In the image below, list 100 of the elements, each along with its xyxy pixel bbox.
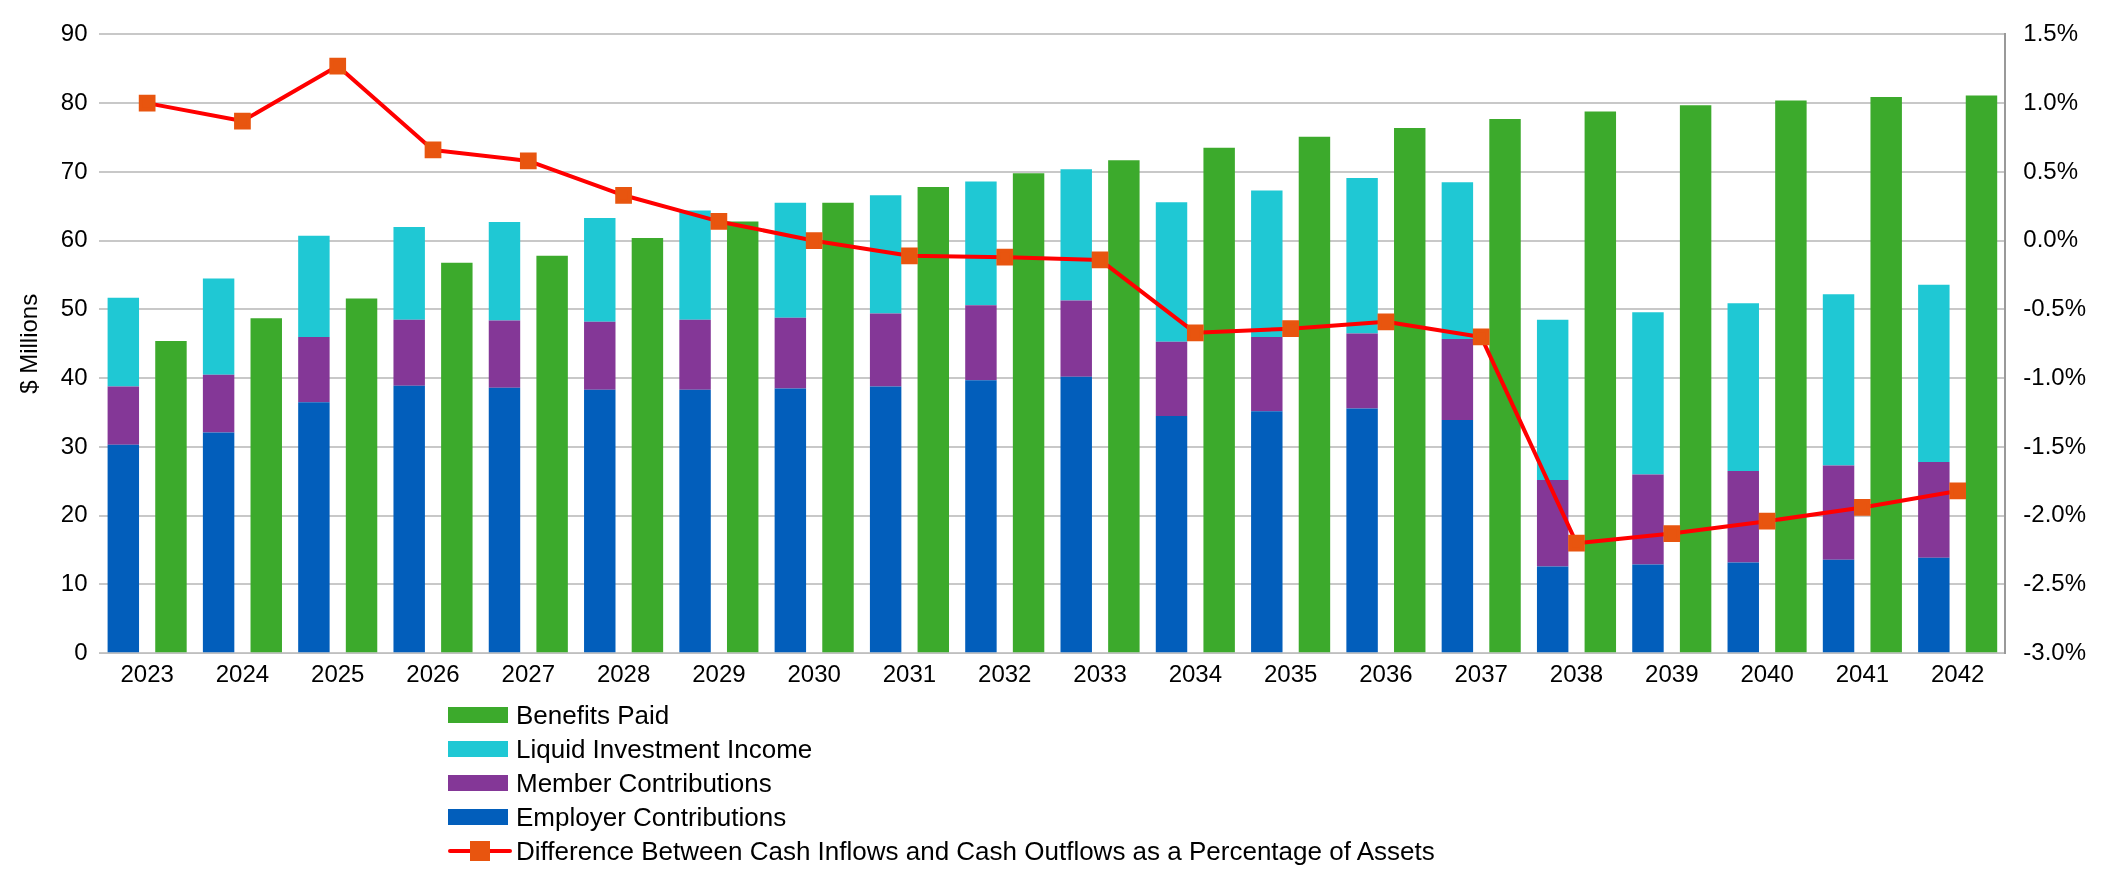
bar: [1441, 420, 1474, 653]
y2-tick-label: -0.5%: [2023, 294, 2087, 322]
x-tick-label: 2023: [120, 660, 174, 688]
bar: [1727, 562, 1759, 653]
bar: [1346, 333, 1378, 409]
bar: [393, 226, 425, 320]
y-tick-label: 70: [60, 156, 88, 184]
y2-tick-label: -3.0%: [2023, 637, 2087, 665]
y-tick-label: 60: [60, 225, 88, 253]
x-tick-label: 2035: [1263, 660, 1318, 688]
bar: [1155, 202, 1188, 342]
bar: [1346, 408, 1378, 653]
bar: [1251, 411, 1283, 653]
bar: [1489, 118, 1521, 653]
x-tick-label: 2028: [596, 660, 651, 688]
bar: [1918, 462, 1950, 558]
bar: [1822, 559, 1855, 653]
bar: [107, 444, 140, 653]
bar: [774, 202, 807, 318]
bar: [488, 387, 521, 653]
bar: [965, 380, 997, 653]
bar: [488, 320, 521, 388]
bar: [1727, 471, 1759, 563]
bar: [1536, 479, 1569, 567]
x-tick-label: 2036: [1359, 660, 1413, 688]
y-tick-label: 90: [60, 19, 88, 47]
x-tick-label: 2034: [1168, 660, 1223, 688]
y2-tick-label: 1.0%: [2023, 87, 2079, 115]
y2-tick-label: -2.5%: [2023, 569, 2087, 597]
y2-tick-label: -1.5%: [2023, 431, 2087, 459]
y2-tick-label: 1.5%: [2023, 19, 2079, 47]
legend-label: Benefits Paid: [516, 699, 670, 732]
bar: [393, 385, 425, 653]
bar: [155, 341, 187, 653]
bar: [1251, 336, 1283, 412]
x-tick-label: 2042: [1930, 660, 1985, 688]
bar: [1536, 319, 1569, 480]
bar: [298, 402, 330, 653]
bar: [774, 388, 807, 653]
bar: [1632, 564, 1664, 653]
bar: [679, 210, 711, 320]
x-tick-label: 2027: [501, 660, 555, 688]
bar: [822, 202, 854, 653]
y-tick-label: 80: [60, 87, 88, 115]
bar: [345, 298, 378, 653]
bar: [965, 305, 997, 381]
bar: [441, 262, 473, 653]
bar: [726, 221, 759, 653]
bar: [679, 319, 711, 390]
bar: [1918, 284, 1950, 463]
bar: [1822, 465, 1855, 560]
bar: [107, 386, 140, 445]
bar: [298, 336, 330, 403]
x-tick-label: 2038: [1549, 660, 1604, 688]
bar: [584, 321, 616, 390]
bar: [965, 181, 997, 306]
bar: [1012, 173, 1045, 653]
x-tick-label: 2026: [406, 660, 460, 688]
bar: [1584, 111, 1617, 653]
legend-label: Liquid Investment Income: [516, 733, 813, 766]
bar: [250, 318, 282, 653]
bar: [1822, 294, 1855, 466]
y2-tick-label: -2.0%: [2023, 500, 2087, 528]
bar: [917, 187, 950, 653]
bar: [1155, 341, 1188, 416]
bar: [1060, 376, 1092, 653]
legend-label: Member Contributions: [516, 767, 772, 800]
bar: [1394, 127, 1426, 653]
y-tick-label: 50: [60, 294, 88, 322]
bar: [202, 432, 235, 653]
bar: [1775, 100, 1807, 653]
legend-label: Employer Contributions: [516, 801, 787, 834]
bar: [1346, 178, 1378, 334]
x-tick-label: 2032: [978, 660, 1032, 688]
bar: [1918, 557, 1950, 653]
bar: [107, 297, 140, 387]
bar: [1727, 303, 1759, 471]
bar: [1632, 474, 1664, 565]
x-tick-label: 2037: [1454, 660, 1508, 688]
bar: [1060, 169, 1092, 301]
bar: [869, 386, 902, 653]
bar: [1203, 147, 1235, 653]
bar: [774, 317, 807, 389]
bar: [1155, 415, 1188, 653]
bar: [584, 217, 616, 322]
bar: [1536, 566, 1569, 653]
bar: [1632, 312, 1664, 475]
bar: [1441, 338, 1474, 421]
bar: [488, 222, 521, 321]
bar: [1108, 160, 1140, 653]
x-tick-label: 2039: [1645, 660, 1699, 688]
legend-label: Difference Between Cash Inflows and Cash Outflows as a Percentage of Assets: [516, 835, 1435, 868]
bar: [1060, 300, 1092, 377]
y2-tick-label: 0.5%: [2023, 156, 2079, 184]
bar: [536, 255, 568, 653]
bar: [202, 278, 235, 375]
x-tick-label: 2025: [311, 660, 365, 688]
y2-tick-label: 0.0%: [2023, 225, 2079, 253]
bar: [393, 319, 425, 386]
bar: [631, 237, 664, 653]
